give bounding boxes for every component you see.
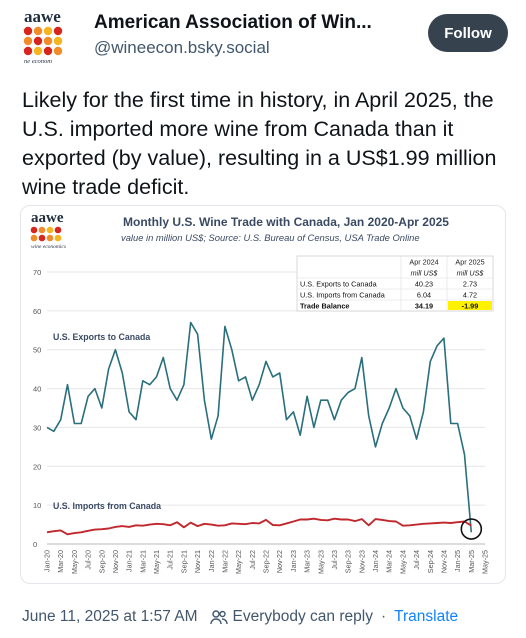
- x-tick-label: May-23: [316, 550, 325, 574]
- x-tick-label: Jan-21: [125, 550, 134, 572]
- trade-table-cell: U.S. Exports to Canada: [300, 280, 378, 289]
- avatar[interactable]: aawe ne econom: [22, 8, 78, 66]
- author-handle[interactable]: @wineecon.bsky.social: [94, 38, 270, 57]
- x-tick-label: Nov-22: [275, 550, 284, 573]
- x-tick-label: Sep-20: [97, 550, 106, 573]
- people-icon: [209, 610, 228, 625]
- x-tick-label: Jul-20: [84, 550, 93, 570]
- y-tick-label: 10: [33, 501, 41, 510]
- figure-logo-text: aawe: [31, 210, 64, 226]
- x-tick-label: Jul-22: [248, 550, 257, 570]
- x-tick-label: Sep-21: [179, 550, 188, 573]
- chart-subtitle: value in million US$; Source: U.S. Burea…: [121, 232, 420, 243]
- x-tick-label: Mar-21: [138, 550, 147, 573]
- y-tick-label: 30: [33, 423, 41, 432]
- post-timestamp[interactable]: June 11, 2025 at 1:57 AM: [22, 608, 198, 625]
- series-line-imports: [46, 517, 472, 536]
- trade-table-header-cell: Apr 2025: [455, 258, 484, 267]
- x-tick-label: May-24: [398, 550, 407, 574]
- x-tick-label: Jan-25: [453, 550, 462, 572]
- trade-balance-highlight: [448, 301, 492, 310]
- figure-logo-caption: wine economics: [31, 244, 66, 250]
- series-label-exports: U.S. Exports to Canada: [53, 332, 150, 342]
- x-tick-label: Sep-22: [262, 550, 271, 573]
- x-tick-label: Jul-23: [330, 550, 339, 570]
- series-line-exports: [46, 321, 473, 533]
- chart-ticks: 0 10 20 30 40 50 60 70 Jan-20 Mar-20 May-20 Jul-20 S…: [33, 268, 490, 574]
- chart-series-labels: U.S. Exports to Canada U.S. Imports from …: [53, 332, 161, 511]
- post-image[interactable]: aawe wine economics Monthly U.S. Wine Tr…: [20, 205, 506, 584]
- x-tick-label: Jul-24: [412, 550, 421, 570]
- trade-table-header-cell: mill US$: [457, 269, 485, 278]
- post-header: aawe ne econom American Association of W…: [0, 0, 526, 80]
- chart-title: Monthly U.S. Wine Trade with Canada, Jan…: [123, 215, 449, 229]
- x-tick-label: Jan-23: [289, 550, 298, 572]
- trade-table-cell: 34.19: [415, 302, 433, 311]
- x-tick-label: Jul-21: [166, 550, 175, 570]
- trade-table-cell: 2.73: [463, 280, 477, 289]
- trade-table: Apr 2024 Apr 2025 mill US$ mill US$ U.S. Exp…: [296, 255, 494, 312]
- y-tick-label: 70: [33, 268, 41, 277]
- figure-logo: aawe wine economics: [30, 210, 66, 250]
- chart-grid: [47, 271, 485, 545]
- chart: aawe wine economics Monthly U.S. Wine Tr…: [30, 210, 494, 574]
- x-tick-label: Mar-24: [385, 550, 394, 573]
- trade-table-header-cell: Apr 2024: [409, 258, 438, 267]
- x-tick-label: Nov-21: [193, 550, 202, 573]
- x-tick-label: Mar-20: [56, 550, 65, 573]
- x-tick-label: Jan-22: [207, 550, 216, 572]
- y-tick-label: 20: [33, 462, 41, 471]
- x-tick-label: May-25: [481, 550, 490, 574]
- trade-table-cell: 4.72: [463, 291, 477, 300]
- author-name[interactable]: American Association of Win...: [94, 12, 372, 33]
- separator-dot: ·: [380, 608, 387, 625]
- trade-table-cell: 6.04: [417, 291, 431, 300]
- chart-series: [46, 321, 473, 536]
- translate-link[interactable]: Translate: [394, 608, 459, 625]
- x-tick-label: Mar-25: [467, 550, 476, 573]
- x-tick-label: Nov-20: [111, 550, 120, 573]
- x-tick-label: May-20: [70, 550, 79, 574]
- latest-value-highlight-circle: [460, 518, 483, 540]
- x-tick-label: Nov-24: [439, 550, 448, 573]
- trade-table-cell: 40.23: [415, 280, 433, 289]
- y-tick-label: 50: [33, 346, 41, 355]
- x-tick-label: Sep-24: [426, 550, 435, 573]
- x-tick-label: Jan-20: [43, 550, 52, 572]
- trade-table-cell: U.S. Imports from Canada: [300, 291, 386, 300]
- y-tick-label: 40: [33, 385, 41, 394]
- x-tick-label: Nov-23: [357, 550, 366, 573]
- post-footer: June 11, 2025 at 1:57 AM Everybody can r…: [22, 608, 458, 626]
- x-tick-label: Mar-22: [220, 550, 229, 573]
- y-tick-label: 0: [33, 540, 37, 549]
- x-tick-label: May-21: [152, 550, 161, 574]
- trade-table-cell: -1.99: [462, 302, 479, 311]
- avatar-dots: [23, 26, 63, 56]
- trade-table-cell: Trade Balance: [300, 302, 349, 311]
- x-tick-label: Sep-23: [344, 550, 353, 573]
- y-tick-label: 60: [33, 307, 41, 316]
- post-text: Likely for the first time in history, in…: [22, 88, 497, 199]
- follow-button[interactable]: Follow: [428, 14, 508, 52]
- x-tick-label: May-22: [234, 550, 243, 574]
- avatar-logo-text: aawe: [24, 8, 61, 26]
- reply-setting[interactable]: Everybody can reply: [209, 608, 373, 626]
- trade-table-header-cell: mill US$: [411, 269, 439, 278]
- avatar-caption: ne econom: [24, 58, 52, 65]
- reply-setting-label: Everybody can reply: [232, 608, 373, 625]
- x-tick-label: Mar-23: [303, 550, 312, 573]
- x-tick-label: Jan-24: [371, 550, 380, 572]
- series-label-imports: U.S. Imports from Canada: [53, 501, 161, 511]
